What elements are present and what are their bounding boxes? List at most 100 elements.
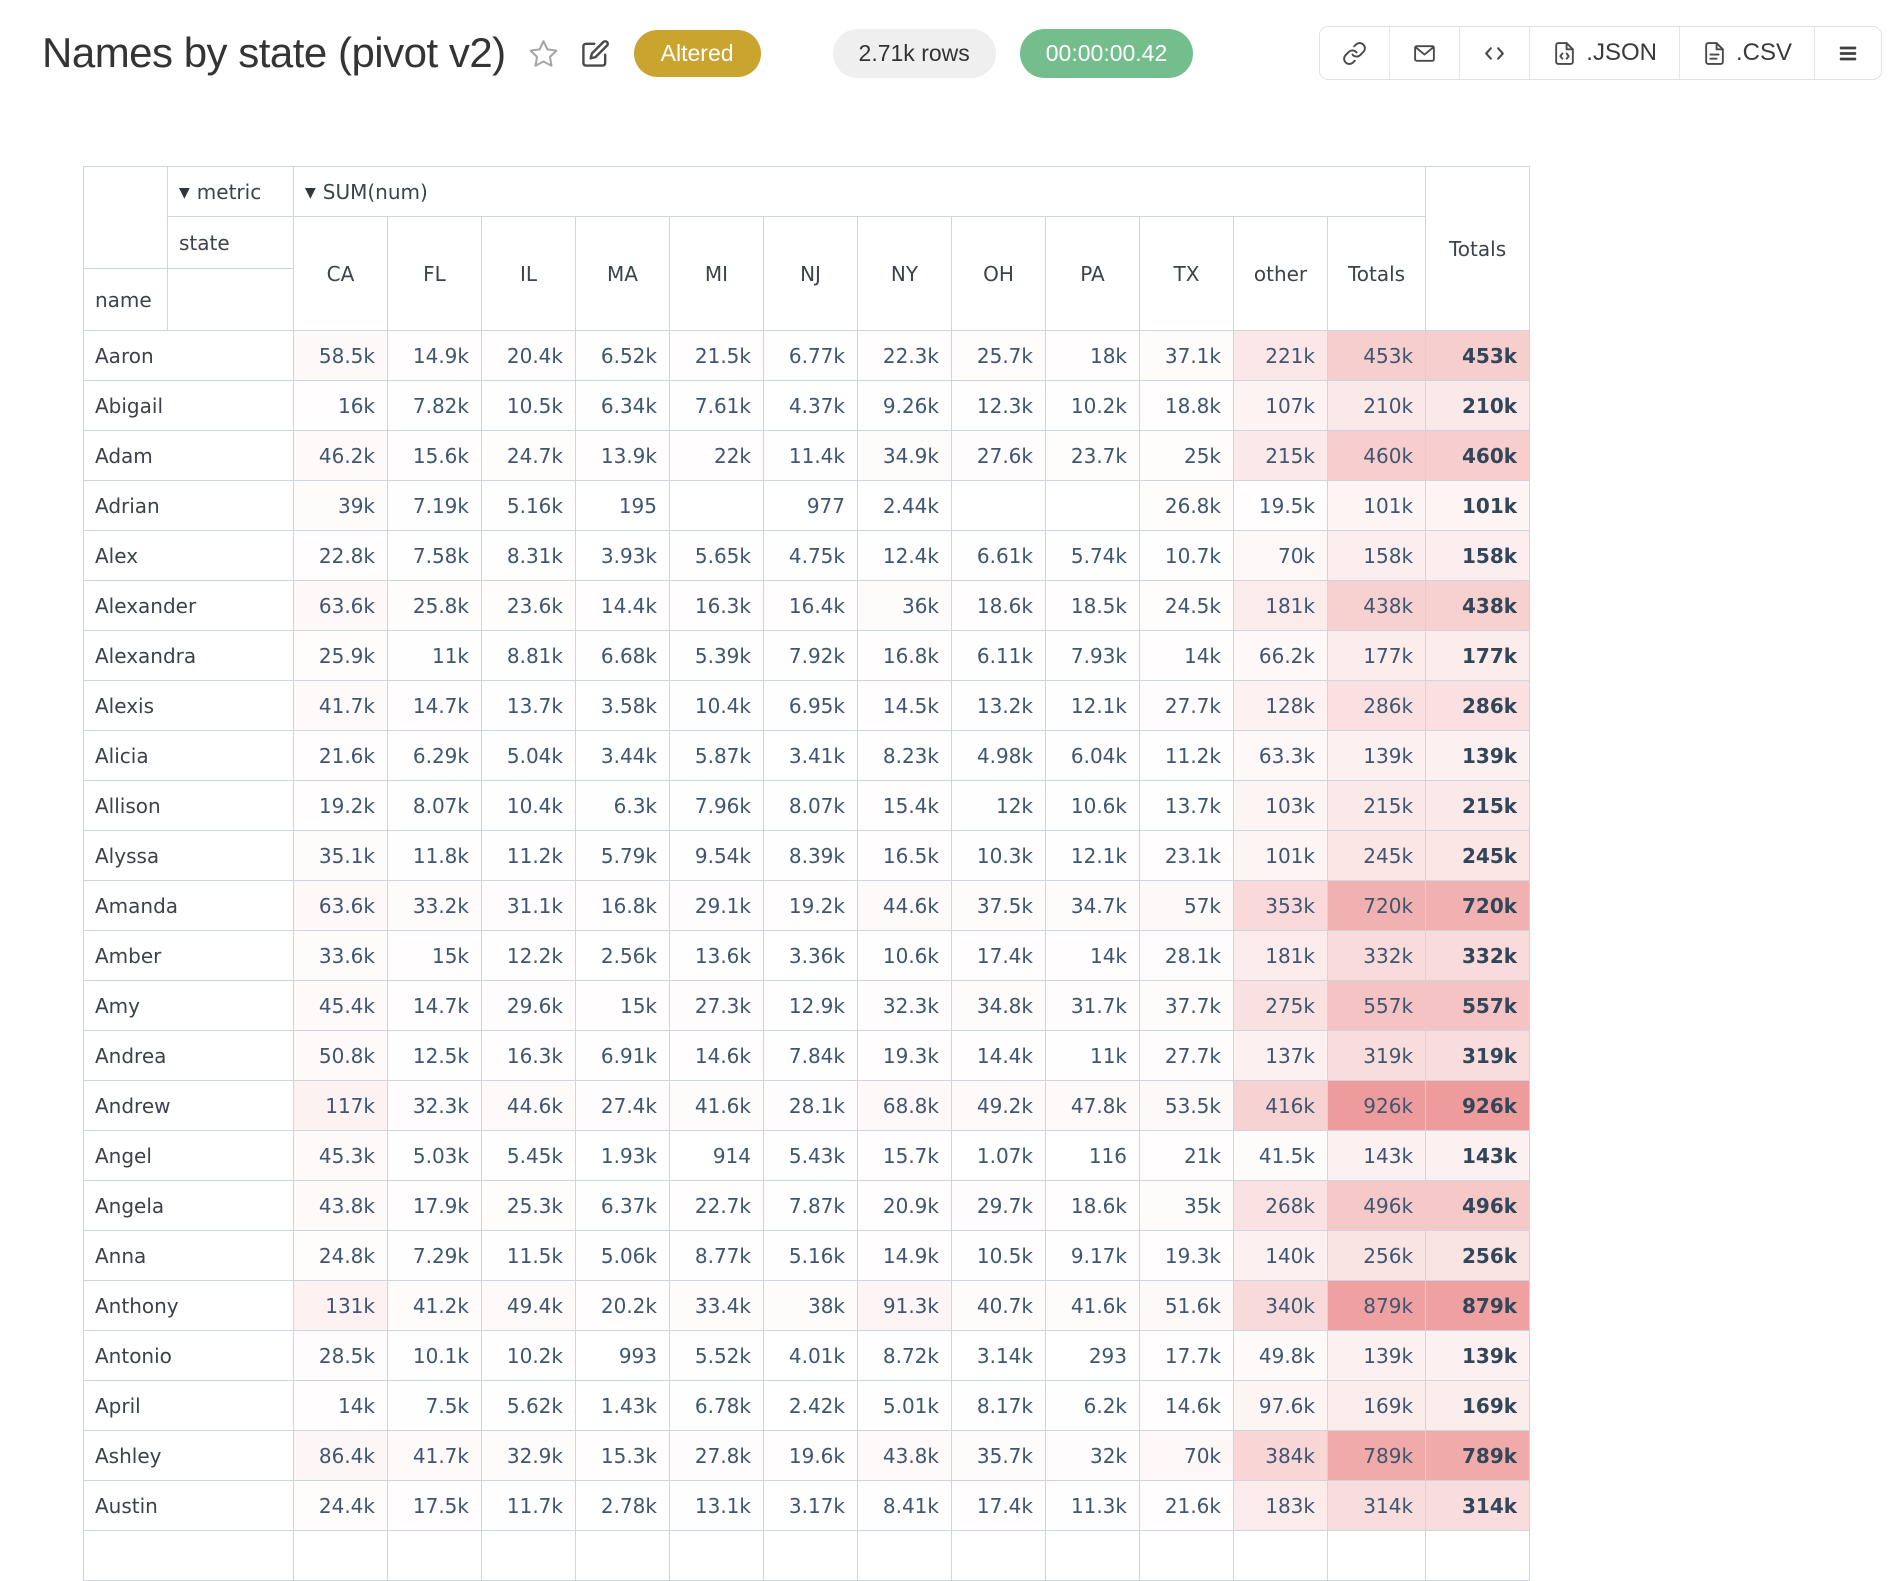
pivot-value-cell: 15.7k [857,1130,952,1181]
pivot-value-cell: 24.8k [293,1230,388,1281]
pivot-value-cell: 4.01k [763,1330,858,1381]
pivot-value-cell: 6.04k [1045,730,1140,781]
state-column-header: MA [575,216,670,331]
pivot-value-cell: 6.91k [575,1030,670,1081]
pivot-value-cell: 91.3k [857,1280,952,1331]
pivot-value-cell: 12.2k [481,930,576,981]
row-grand-total-cell: 789k [1425,1430,1531,1481]
pivot-value-cell: 32.3k [387,1080,482,1131]
pivot-value-cell: 28.1k [763,1080,858,1131]
row-name-cell: Alexis [83,680,294,731]
state-column-header: FL [387,216,482,331]
row-name-cell: Anthony [83,1280,294,1331]
row-grand-total-cell: 101k [1425,480,1531,531]
pivot-value-cell: 8.41k [857,1480,952,1531]
pivot-value-cell: 181k [1233,580,1328,631]
pivot-value-cell: 7.5k [387,1380,482,1431]
envelope-icon [1414,44,1436,62]
pivot-value-cell: 8.23k [857,730,952,781]
pivot-value-cell: 20.9k [857,1180,952,1231]
pivot-value-cell: 11k [1045,1030,1140,1081]
pivot-value-cell: 1.43k [575,1380,670,1431]
pivot-value-cell: 27.7k [1139,680,1234,731]
pivot-value-cell: 17.9k [387,1180,482,1231]
download-csv-button[interactable]: .CSV [1679,27,1815,79]
pivot-value-cell [1045,1530,1140,1581]
pivot-value-cell: 340k [1233,1280,1328,1331]
state-column-header: OH [951,216,1046,331]
row-grand-total-cell: 215k [1425,780,1531,831]
pivot-value-cell: 993 [575,1330,670,1381]
pivot-value-cell: 14.4k [951,1030,1046,1081]
pivot-value-cell: 3.41k [763,730,858,781]
pivot-value-cell: 5.43k [763,1130,858,1181]
json-button-label: .JSON [1586,39,1657,66]
pivot-value-cell: 2.78k [575,1480,670,1531]
pivot-value-cell: 40.7k [951,1280,1046,1331]
pivot-value-cell: 19.3k [857,1030,952,1081]
pivot-header-row-name: name [83,268,1530,331]
pivot-value-cell: 17.4k [951,930,1046,981]
pivot-value-cell: 25.3k [481,1180,576,1231]
pivot-value-cell: 5.52k [669,1330,764,1381]
pivot-value-cell [481,1530,576,1581]
pivot-value-cell: 17.5k [387,1480,482,1531]
pivot-value-cell: 16.8k [575,880,670,931]
pivot-value-cell: 221k [1233,330,1328,381]
pivot-value-cell: 5.79k [575,830,670,881]
more-menu-button[interactable] [1815,27,1881,79]
pivot-value-cell: 24.4k [293,1480,388,1531]
pivot-value-cell: 15k [575,980,670,1031]
pivot-value-cell: 879k [1326,1280,1427,1331]
pivot-value-cell: 139k [1326,1330,1427,1381]
pivot-value-cell: 10.7k [1139,530,1234,581]
table-row: Anthony 131k 41.2k 49.4k 20.2k 33.4k 38k 91.3k 4… [83,1280,1531,1331]
pivot-value-cell: 1.93k [575,1130,670,1181]
pivot-value-cell: 10.4k [669,680,764,731]
pivot-value-cell: 12.1k [1045,680,1140,731]
pivot-value-cell: 3.58k [575,680,670,731]
pivot-value-cell: 8.81k [481,630,576,681]
pivot-value-cell: 210k [1326,380,1427,431]
email-button[interactable] [1390,27,1461,79]
edit-query-button[interactable] [581,39,610,68]
pivot-value-cell: 26.8k [1139,480,1234,531]
sum-num-sort-header[interactable]: ▼ SUM(num) [292,166,1427,217]
pivot-value-cell: 25.8k [387,580,482,631]
pivot-value-cell: 9.17k [1045,1230,1140,1281]
row-name-cell: Ashley [83,1430,294,1481]
share-link-button[interactable] [1320,27,1391,79]
table-row: Alexis 41.7k 14.7k 13.7k 3.58k 10.4k 6.95k 14.5… [83,680,1531,731]
pivot-value-cell: 22.7k [669,1180,764,1231]
metric-sort-header[interactable]: ▼ metric [167,166,294,217]
pivot-value-cell: 7.58k [387,530,482,581]
pivot-value-cell: 66.2k [1233,630,1328,681]
pivot-value-cell [1326,1530,1427,1581]
pivot-value-cell: 11.3k [1045,1480,1140,1531]
pivot-value-cell: 11.2k [481,830,576,881]
pivot-value-cell: 21.5k [669,330,764,381]
table-row: April 14k 7.5k 5.62k 1.43k 6.78k 2.42k 5.01k 8.1… [83,1380,1531,1431]
pivot-value-cell: 97.6k [1233,1380,1328,1431]
pivot-value-cell: 9.54k [669,830,764,881]
pivot-value-cell: 34.7k [1045,880,1140,931]
pivot-value-cell: 11.4k [763,430,858,481]
pivot-value-cell: 438k [1326,580,1427,631]
pivot-value-cell: 5.16k [481,480,576,531]
pivot-value-cell: 44.6k [857,880,952,931]
pivot-value-cell: 286k [1326,680,1427,731]
pivot-value-cell: 10.6k [1045,780,1140,831]
download-json-button[interactable]: .JSON [1530,27,1680,79]
pivot-value-cell: 2.42k [763,1380,858,1431]
table-row: Alicia 21.6k 6.29k 5.04k 3.44k 5.87k 3.41k 8.23… [83,730,1531,781]
pivot-value-cell: 68.8k [857,1080,952,1131]
row-grand-total-cell: 256k [1425,1230,1531,1281]
favorite-star-button[interactable] [528,38,559,69]
embed-code-button[interactable] [1460,27,1531,79]
pivot-value-cell: 12.9k [763,980,858,1031]
table-row: Alexander 63.6k 25.8k 23.6k 14.4k 16.3k 16.4k 3… [83,580,1531,631]
pivot-value-cell: 7.92k [763,630,858,681]
pivot-value-cell: 19.6k [763,1430,858,1481]
pivot-value-cell [951,480,1046,531]
pivot-value-cell: 5.01k [857,1380,952,1431]
